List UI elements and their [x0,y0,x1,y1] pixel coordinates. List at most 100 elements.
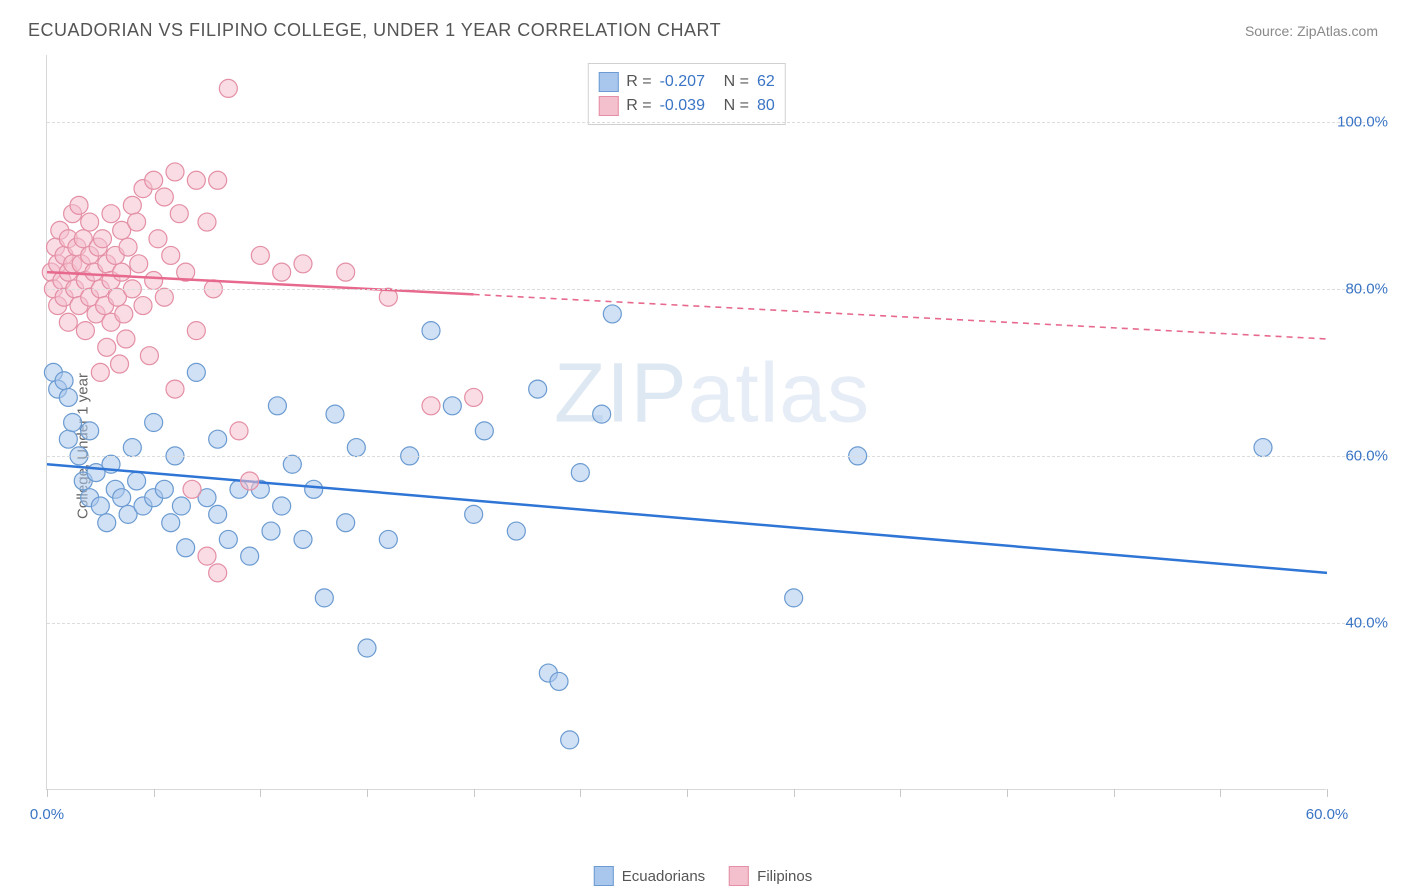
n-label: N = [724,94,749,118]
legend-swatch-filipinos [729,866,749,886]
scatter-point [209,171,227,189]
chart-header: ECUADORIAN VS FILIPINO COLLEGE, UNDER 1 … [28,20,1378,41]
chart-title: ECUADORIAN VS FILIPINO COLLEGE, UNDER 1 … [28,20,721,41]
scatter-point [64,414,82,432]
legend-label-1: Ecuadorians [622,868,705,885]
x-tick [367,789,368,797]
scatter-point [198,547,216,565]
scatter-point [98,338,116,356]
x-tick-label: 60.0% [1306,806,1349,823]
scatter-point [81,213,99,231]
scatter-point [230,422,248,440]
x-tick [1220,789,1221,797]
scatter-point [268,397,286,415]
scatter-point [358,639,376,657]
scatter-point [59,430,77,448]
scatter-point [347,439,365,457]
scatter-point [209,505,227,523]
scatter-point [251,246,269,264]
scatter-point [162,514,180,532]
scatter-point [294,530,312,548]
scatter-point [1254,439,1272,457]
x-tick [260,789,261,797]
scatter-point [128,472,146,490]
scatter-point [379,530,397,548]
scatter-point [170,205,188,223]
scatter-point [155,480,173,498]
scatter-point [443,397,461,415]
scatter-point [91,497,109,515]
legend: Ecuadorians Filipinos [594,866,812,886]
scatter-point [113,489,131,507]
x-tick [474,789,475,797]
scatter-point [166,380,184,398]
scatter-point [140,347,158,365]
scatter-point [209,430,227,448]
scatter-point [187,171,205,189]
scatter-point [561,731,579,749]
scatter-point [198,213,216,231]
scatter-point [162,246,180,264]
scatter-point [337,263,355,281]
y-tick-label: 100.0% [1337,113,1388,130]
scatter-point [326,405,344,423]
scatter-point [187,322,205,340]
scatter-point [305,480,323,498]
scatter-point [59,313,77,331]
scatter-point [183,480,201,498]
source-label: Source: ZipAtlas.com [1245,23,1378,39]
x-tick [154,789,155,797]
y-tick-label: 60.0% [1345,447,1388,464]
scatter-point [102,205,120,223]
scatter-point [465,388,483,406]
r-label: R = [626,70,651,94]
stat-row-filipinos: R = -0.039 N = 80 [598,94,774,118]
scatter-point [155,188,173,206]
scatter-point [475,422,493,440]
scatter-point [145,171,163,189]
legend-item-ecuadorians: Ecuadorians [594,866,705,886]
x-tick [1114,789,1115,797]
scatter-point [219,79,237,97]
scatter-point [507,522,525,540]
scatter-point [172,497,190,515]
scatter-point [91,363,109,381]
n-label: N = [724,70,749,94]
gridline [47,122,1370,123]
scatter-point [145,414,163,432]
x-tick [1007,789,1008,797]
scatter-point [422,397,440,415]
scatter-point [241,547,259,565]
r-value-2: -0.039 [660,94,716,118]
x-tick [580,789,581,797]
y-tick-label: 40.0% [1345,614,1388,631]
scatter-point [130,255,148,273]
scatter-point [283,455,301,473]
scatter-point [294,255,312,273]
swatch-filipinos [598,96,618,116]
chart-plot-area: ZIPatlas R = -0.207 N = 62 R = -0.039 N … [46,55,1326,790]
scatter-point [241,472,259,490]
scatter-point [315,589,333,607]
scatter-svg [47,55,1326,789]
scatter-point [70,196,88,214]
correlation-stat-box: R = -0.207 N = 62 R = -0.039 N = 80 [587,63,785,125]
legend-swatch-ecuadorians [594,866,614,886]
x-tick [687,789,688,797]
scatter-point [529,380,547,398]
scatter-point [117,330,135,348]
y-tick-label: 80.0% [1345,280,1388,297]
scatter-point [785,589,803,607]
scatter-point [262,522,280,540]
x-tick [47,789,48,797]
scatter-point [273,497,291,515]
scatter-point [98,514,116,532]
scatter-point [603,305,621,323]
scatter-point [76,322,94,340]
scatter-point [123,196,141,214]
scatter-point [113,263,131,281]
x-tick-label: 0.0% [30,806,64,823]
scatter-point [422,322,440,340]
x-tick [794,789,795,797]
scatter-point [111,355,129,373]
